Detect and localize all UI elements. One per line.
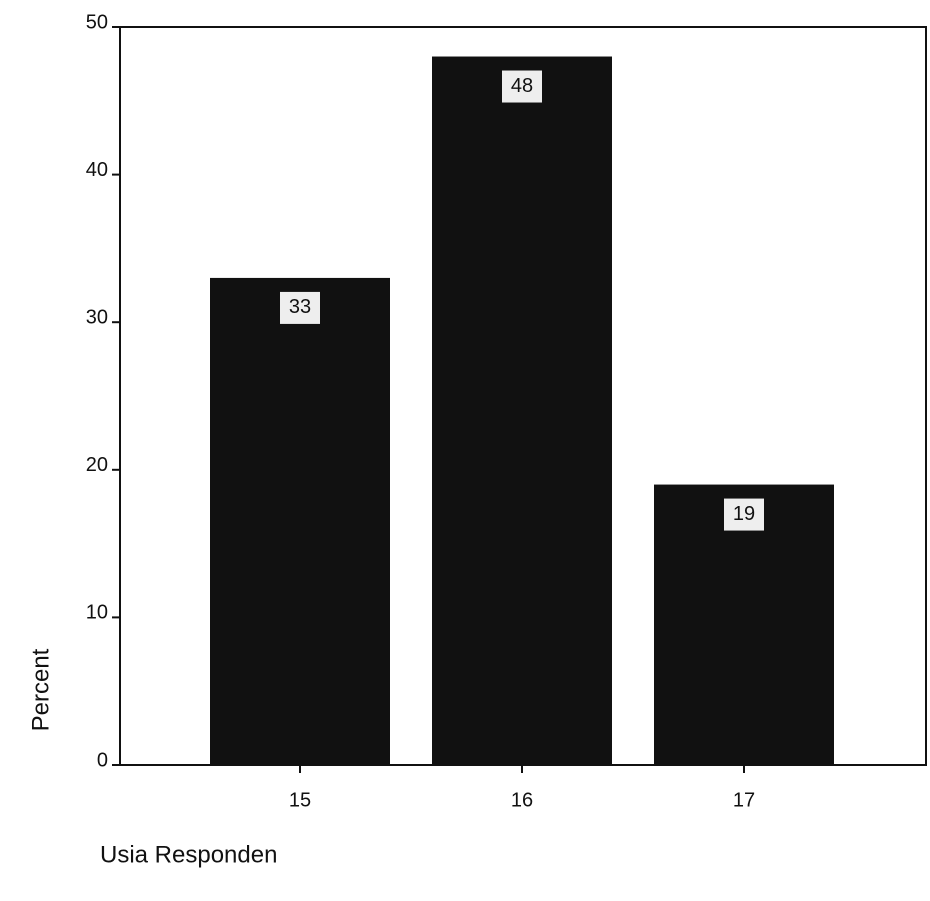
x-axis-label: Usia Responden	[100, 841, 277, 868]
bar	[210, 278, 390, 765]
data-label: 48	[511, 75, 533, 97]
data-label: 19	[733, 503, 755, 525]
x-tick-label: 15	[289, 789, 311, 811]
y-axis-label: Percent	[27, 648, 54, 731]
bar	[432, 57, 612, 765]
chart: Percent Usia Responden 0 10 20 30 40 50 15 33 16…	[0, 0, 930, 901]
y-tick-label: 50	[86, 11, 108, 33]
x-tick-label: 17	[733, 789, 755, 811]
data-label: 33	[289, 296, 311, 318]
page: Percent Usia Responden 0 10 20 30 40 50 15 33 16…	[0, 0, 930, 901]
y-tick-label: 40	[86, 159, 108, 181]
y-tick-label: 30	[86, 306, 108, 328]
y-tick-label: 10	[86, 602, 108, 624]
y-tick-label: 0	[97, 749, 108, 771]
y-tick-label: 20	[86, 454, 108, 476]
x-tick-label: 16	[511, 789, 533, 811]
